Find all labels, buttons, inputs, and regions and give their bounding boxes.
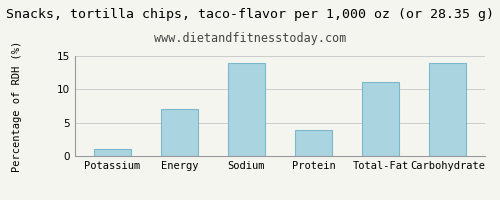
Bar	[161, 109, 198, 156]
Bar	[295, 130, 332, 156]
Bar	[228, 63, 265, 156]
Text: www.dietandfitnesstoday.com: www.dietandfitnesstoday.com	[154, 32, 346, 45]
Bar	[362, 82, 399, 156]
Y-axis label: Percentage of RDH (%): Percentage of RDH (%)	[12, 40, 22, 172]
Bar	[94, 149, 130, 156]
Text: Snacks, tortilla chips, taco-flavor per 1,000 oz (or 28.35 g): Snacks, tortilla chips, taco-flavor per …	[6, 8, 494, 21]
Bar	[430, 63, 467, 156]
